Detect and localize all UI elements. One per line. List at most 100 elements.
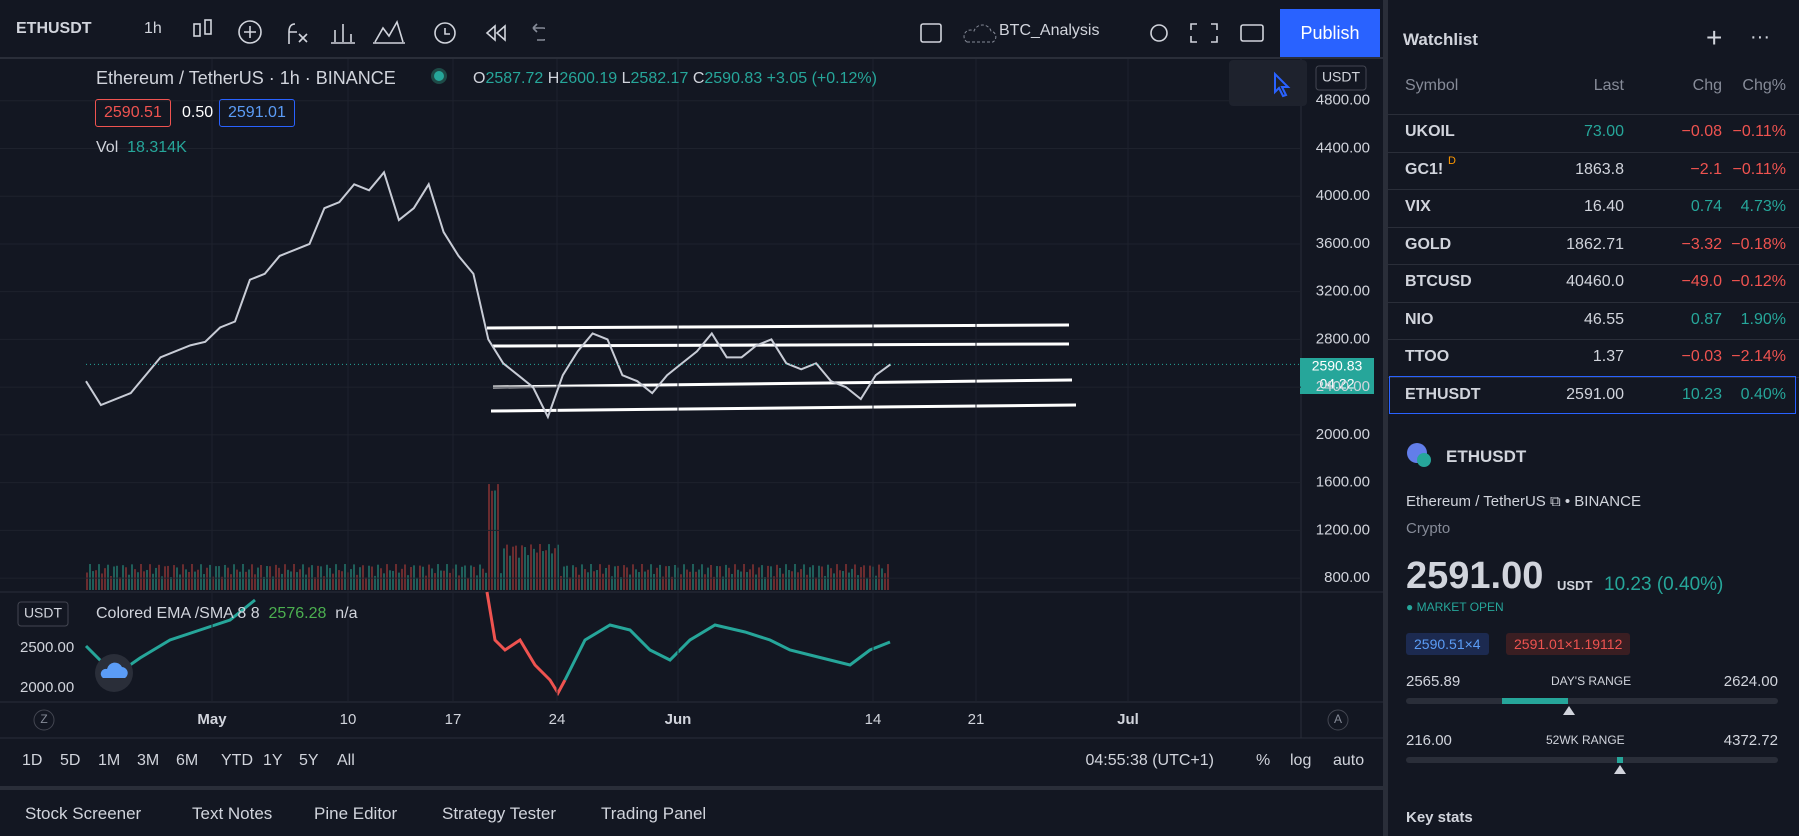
scale-option[interactable]: %: [1256, 752, 1271, 769]
timeframe[interactable]: 3M: [137, 752, 160, 769]
axis-button[interactable]: [33, 709, 55, 731]
bottom-tab[interactable]: Trading Panel: [601, 804, 707, 823]
indicator-line: [563, 623, 891, 681]
scale-option[interactable]: log: [1290, 752, 1312, 769]
y-tick-label: 1200.00: [1316, 521, 1370, 538]
timeframe[interactable]: 1M: [98, 752, 121, 769]
volume-decor-bar: [503, 548, 505, 590]
volume-decor-bar: [662, 576, 664, 590]
timeframe[interactable]: 6M: [176, 752, 199, 769]
volume-decor-bar: [89, 564, 91, 590]
bars-icon[interactable]: [331, 24, 355, 44]
volume-decor-bar: [143, 571, 145, 590]
exchange: BINANCE: [315, 68, 396, 88]
drawing-line[interactable]: [492, 342, 1070, 348]
volume-decor-bar: [332, 573, 334, 590]
fx-icon[interactable]: [288, 23, 308, 44]
volume-decor-bar: [596, 569, 598, 590]
candle-icon: [204, 19, 212, 35]
interval[interactable]: 1h: [144, 20, 162, 37]
timeframe[interactable]: All: [337, 752, 355, 769]
timeframe[interactable]: 5D: [60, 752, 81, 769]
axis-button[interactable]: [1327, 709, 1349, 731]
volume-decor-bar: [638, 572, 640, 590]
add-icon[interactable]: +: [1706, 22, 1723, 53]
drawing-line[interactable]: [486, 323, 1070, 330]
timeframe[interactable]: 1D: [22, 752, 43, 769]
volume-decor-bar: [758, 567, 760, 590]
drawing-line[interactable]: [490, 403, 1077, 413]
currency-box[interactable]: [1315, 65, 1367, 91]
watchlist-cell: 0.87: [1690, 310, 1722, 328]
ask[interactable]: 2591.01: [219, 99, 295, 127]
publish-button[interactable]: Publish: [1280, 9, 1380, 57]
indicator-currency-box[interactable]: [17, 601, 69, 627]
watchlist-cell[interactable]: TTOO: [1405, 348, 1450, 365]
watchlist-cell[interactable]: NIO: [1405, 310, 1434, 328]
toolbar-icons: [193, 19, 545, 44]
watchlist-cell[interactable]: GC1!: [1405, 160, 1444, 178]
toolbar-right-icons: [920, 23, 1264, 43]
volume-decor-bar: [623, 565, 625, 590]
volume-decor-bar: [191, 564, 193, 590]
volume-decor-bar: [743, 564, 745, 590]
detail-symbol: ETHUSDT: [1446, 447, 1527, 466]
scale-option[interactable]: auto: [1333, 752, 1365, 769]
replay-icon[interactable]: [485, 24, 506, 42]
more-icon[interactable]: ···: [1750, 26, 1770, 48]
watchlist-cell[interactable]: GOLD: [1405, 235, 1452, 253]
volume-decor-bar: [554, 548, 556, 590]
bottom-tab[interactable]: Pine Editor: [314, 804, 398, 823]
watchlist-title[interactable]: Watchlist: [1403, 30, 1478, 49]
watchlist-cell[interactable]: ETHUSDT: [1405, 385, 1481, 403]
bottom-tab[interactable]: Strategy Tester: [442, 804, 557, 823]
fullscreen-icon[interactable]: [1190, 23, 1218, 43]
watchlist-cell: −49.0: [1681, 273, 1722, 290]
status: MARKET OPEN: [1416, 600, 1504, 614]
volume-decor-bar: [359, 567, 361, 590]
timeframe[interactable]: 1Y: [263, 752, 283, 769]
volume-decor-bar: [365, 577, 367, 590]
settings-icon[interactable]: [1150, 24, 1168, 42]
volume-decor-bar: [335, 564, 337, 590]
cursor-icon[interactable]: [1274, 71, 1291, 98]
y-tick-label: 4000.00: [1316, 187, 1370, 204]
drawing-line[interactable]: [492, 378, 1073, 389]
key-stats: Key stats: [1406, 809, 1473, 826]
bid[interactable]: 2590.51: [95, 99, 171, 127]
volume-decor-bar: [440, 570, 442, 590]
h: 2600.19: [559, 70, 618, 87]
volume-decor-bar: [569, 577, 571, 590]
volume-decor-bar: [101, 573, 103, 590]
camera-icon[interactable]: [1240, 24, 1264, 42]
volume-decor-bar: [251, 564, 253, 590]
add-icon[interactable]: [238, 20, 262, 44]
volume-decor-bar: [581, 564, 583, 590]
cloud-icon[interactable]: [963, 24, 997, 43]
day-marker: [1563, 706, 1575, 715]
candle-icon[interactable]: [193, 23, 201, 37]
detail-ask: 2591.01×1.19112: [1506, 633, 1631, 655]
watchlist-cell[interactable]: BTCUSD: [1405, 273, 1472, 290]
alert-icon[interactable]: [434, 22, 456, 44]
watchlist-cell[interactable]: UKOIL: [1405, 123, 1455, 140]
symbol[interactable]: ETHUSDT: [16, 20, 92, 37]
volume-decor-bar: [854, 564, 856, 590]
volume-decor-bar: [509, 555, 511, 590]
x-tick-label: 24: [549, 711, 566, 728]
timeframe[interactable]: YTD: [221, 752, 253, 769]
watchlist-cell[interactable]: VIX: [1405, 198, 1431, 215]
watchlist-cell: 0.74: [1690, 198, 1722, 215]
layout-name[interactable]: BTC_Analysis: [999, 22, 1100, 39]
l: 2582.17: [630, 70, 689, 87]
layout-icon[interactable]: [920, 23, 942, 43]
volume-decor-bar: [407, 575, 409, 590]
undo-icon[interactable]: [532, 23, 545, 41]
day-range-fill: [1502, 698, 1568, 704]
timeframe[interactable]: 5Y: [299, 752, 319, 769]
volume-decor-bar: [92, 571, 94, 590]
bottom-tab[interactable]: Stock Screener: [25, 804, 142, 823]
bottom-tab[interactable]: Text Notes: [192, 804, 273, 823]
volume-decor-bar: [530, 544, 532, 590]
template-icon[interactable]: [373, 19, 405, 44]
